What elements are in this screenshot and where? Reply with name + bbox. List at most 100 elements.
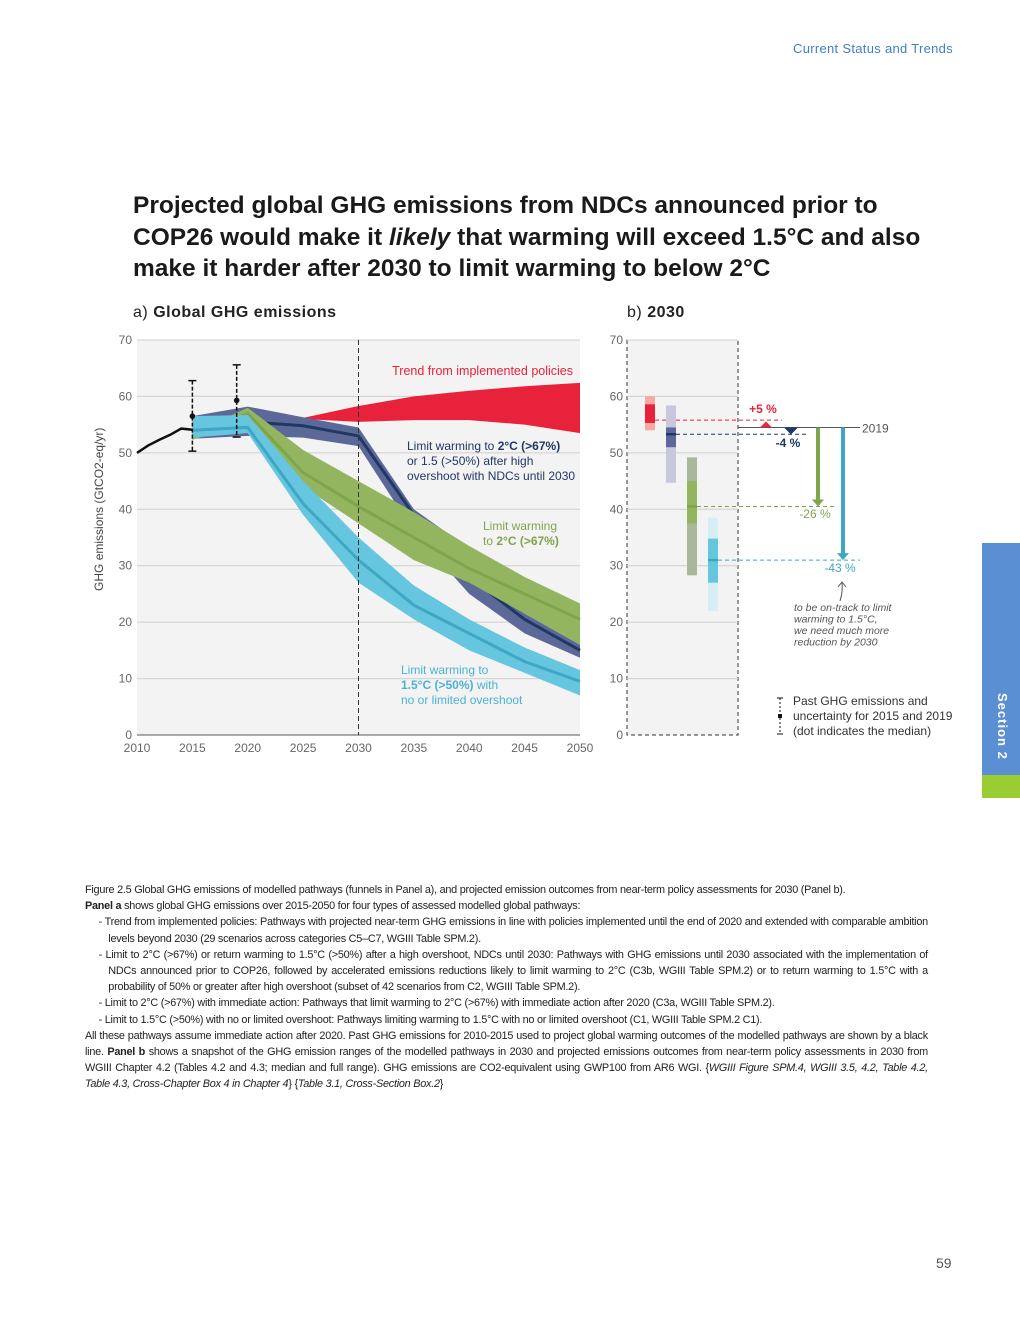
note-text: reduction by 2030 <box>794 637 878 649</box>
annotation-span: Limit warming to <box>407 439 498 453</box>
caption-bullets: Trend from implemented policies: Pathway… <box>85 914 929 1028</box>
caption-refs: WGIII Figure SPM.4, WGIII 3.5, 4.2, Tabl… <box>85 1062 928 1091</box>
note-text: to be on-track to limit <box>794 602 893 614</box>
x-tick-label: 2015 <box>179 741 206 755</box>
title-text-end: that warming will exceed 1.5°C and also … <box>133 223 921 283</box>
panel-b-label: b) 2030 <box>627 304 685 322</box>
annotation-span: 2°C (>67%) <box>496 534 559 548</box>
caption-bullet: Limit to 2°C (>67%) with immediate actio… <box>99 995 928 1011</box>
x-tick-label: 2050 <box>567 741 594 755</box>
caption-outro-text2: shows a snapshot of the GHG emission ran… <box>85 1046 928 1075</box>
y-tick-label-b: 30 <box>610 559 624 573</box>
decrease-arrow-head <box>812 499 824 507</box>
caption-intro-text: shows global GHG emissions over 2015-205… <box>121 900 581 913</box>
y-tick-label-b: 70 <box>610 333 624 347</box>
y-tick-label-b: 50 <box>610 446 624 460</box>
note-text: warming to 1.5°C, <box>794 614 878 626</box>
title-text: Projected global GHG emissions from NDCs… <box>133 192 878 251</box>
range-bar-iqr <box>687 481 697 524</box>
x-tick-label: 2020 <box>234 741 261 755</box>
change-label: +5 % <box>749 402 777 416</box>
y-tick-label-a: 70 <box>119 333 133 347</box>
annotation-span: to <box>483 534 496 548</box>
figure-title: Projected global GHG emissions from NDCs… <box>133 190 933 285</box>
y-tick-label-a: 40 <box>119 502 133 516</box>
caption-outro-text: All these pathways assume immediate acti… <box>85 1029 928 1059</box>
annotation-cyan: Limit warming to <box>401 663 489 677</box>
y-tick-label-b: 10 <box>610 672 624 686</box>
annotation-navy: Limit warming to 2°C (>67%) <box>407 439 560 453</box>
change-label: -43 % <box>824 561 856 575</box>
range-bar-iqr <box>666 427 676 448</box>
band-1 <box>192 406 580 658</box>
range-bar-iqr <box>645 404 655 423</box>
x-tick-label: 2035 <box>401 741 428 755</box>
y-tick-label-b: 20 <box>610 615 624 629</box>
y-tick-label-b: 60 <box>610 389 624 403</box>
decrease-arrow-head <box>837 553 849 561</box>
increase-arrow <box>760 421 772 428</box>
y-tick-label-a: 20 <box>119 615 133 629</box>
legend-icon-dot <box>778 714 782 718</box>
x-tick-label: 2040 <box>456 741 483 755</box>
section-tab-label: Section 2 <box>995 693 1010 760</box>
median-line-3 <box>192 425 581 683</box>
annotation-span: 1.5°C (>50%) <box>401 678 474 692</box>
running-header: Current Status and Trends <box>793 41 953 56</box>
caption-refs-sep: } { <box>288 1078 298 1091</box>
past-emissions-line <box>136 427 193 454</box>
caption-panel-b: Panel b <box>107 1046 146 1059</box>
y-tick-label-b: 0 <box>616 728 623 742</box>
panel-a-label: a) Global GHG emissions <box>133 304 337 322</box>
uncertainty-median-dot <box>189 413 196 419</box>
note-arrow <box>837 581 847 602</box>
caption-panel-a: Panel a <box>85 900 122 913</box>
annotation-green: to 2°C (>67%) <box>483 534 559 548</box>
x-tick-label: 2045 <box>511 741 538 755</box>
y-tick-label-a: 60 <box>119 389 133 403</box>
legend-text: Past GHG emissions and <box>793 694 928 708</box>
annotation-span: 2°C (>67%) <box>498 439 561 453</box>
note-text: we need much more <box>794 625 889 637</box>
caption-bullet: Limit to 1.5°C (>50%) with no or limited… <box>99 1012 928 1028</box>
legend-text: (dot indicates the median) <box>793 724 931 738</box>
y-tick-label-b: 40 <box>610 502 624 516</box>
caption-bullet: Limit to 2°C (>67%) or return warming to… <box>99 947 928 996</box>
y-axis-label: GHG emissions (GtCO2-eq/yr) <box>92 428 106 591</box>
y-tick-label-a: 30 <box>119 559 133 573</box>
2019-label: 2019 <box>862 421 889 435</box>
panel-prefix: a) <box>133 304 149 321</box>
uncertainty-median-dot <box>233 397 240 404</box>
x-tick-label: 2025 <box>290 741 317 755</box>
change-label: -26 % <box>799 507 831 521</box>
annotation-span: with <box>474 678 499 692</box>
panel-name: 2030 <box>647 304 685 321</box>
caption-outro: All these pathways assume immediate acti… <box>85 1028 928 1093</box>
caption-refs-end: } <box>439 1078 444 1091</box>
panel-name: Global GHG emissions <box>153 304 337 321</box>
band-0 <box>303 382 580 434</box>
annotation-navy: or 1.5 (>50%) after high <box>407 454 533 468</box>
x-tick-label: 2030 <box>345 741 372 755</box>
section-tab-accent <box>982 775 1020 798</box>
annotation-cyan: 1.5°C (>50%) with <box>401 678 498 692</box>
title-italic: likely <box>388 223 451 251</box>
median-line-2 <box>191 411 581 621</box>
plot-b-background <box>626 339 739 736</box>
caption-bullet: Trend from implemented policies: Pathway… <box>99 914 929 946</box>
y-tick-label-a: 10 <box>119 672 133 686</box>
annotation-navy: overshoot with NDCs until 2030 <box>407 469 575 483</box>
annotation-red: Trend from implemented policies <box>392 364 573 378</box>
change-label: -4 % <box>776 436 801 450</box>
x-tick-label: 2010 <box>124 741 151 755</box>
caption-intro: Figure 2.5 Global GHG emissions of model… <box>85 882 928 914</box>
caption-figure-line: Figure 2.5 Global GHG emissions of model… <box>85 884 846 896</box>
legend-text: uncertainty for 2015 and 2019 <box>793 709 953 723</box>
annotation-cyan: no or limited overshoot <box>401 693 523 707</box>
decrease-arrow <box>784 427 798 435</box>
figure-caption: Figure 2.5 Global GHG emissions of model… <box>85 882 928 1093</box>
section-tab: Section 2 <box>982 543 1020 775</box>
y-tick-label-a: 50 <box>119 446 133 460</box>
